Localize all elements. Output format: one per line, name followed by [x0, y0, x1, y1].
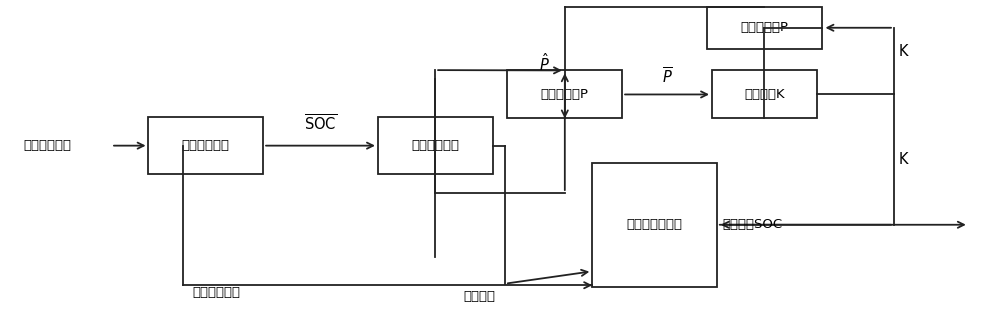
Text: 滤波增益K: 滤波增益K	[744, 88, 785, 101]
Text: 预测协方差P: 预测协方差P	[541, 88, 589, 101]
Bar	[378, 117, 493, 174]
Text: 安时积分步骤: 安时积分步骤	[182, 139, 230, 152]
Text: 开路电压步骤: 开路电压步骤	[411, 139, 459, 152]
Text: K: K	[899, 152, 908, 167]
Text: $\overline{\rm SOC}$: $\overline{\rm SOC}$	[304, 113, 337, 133]
Bar	[707, 7, 822, 49]
Bar	[592, 163, 717, 287]
Bar	[507, 70, 622, 119]
Bar	[712, 70, 817, 119]
Text: 协方差更新P: 协方差更新P	[740, 21, 788, 34]
Text: 算法输出SOC: 算法输出SOC	[722, 218, 782, 231]
Text: K: K	[899, 44, 908, 59]
Text: 输入采集电压: 输入采集电压	[193, 286, 241, 300]
Text: 输入采集电流: 输入采集电流	[23, 139, 71, 152]
Text: 卡尔曼滤波结果: 卡尔曼滤波结果	[627, 218, 683, 231]
Text: $\hat{P}$: $\hat{P}$	[539, 52, 550, 74]
Text: $\overline{P}$: $\overline{P}$	[662, 66, 672, 87]
Bar	[148, 117, 263, 174]
Text: 估计电压: 估计电压	[463, 290, 495, 303]
